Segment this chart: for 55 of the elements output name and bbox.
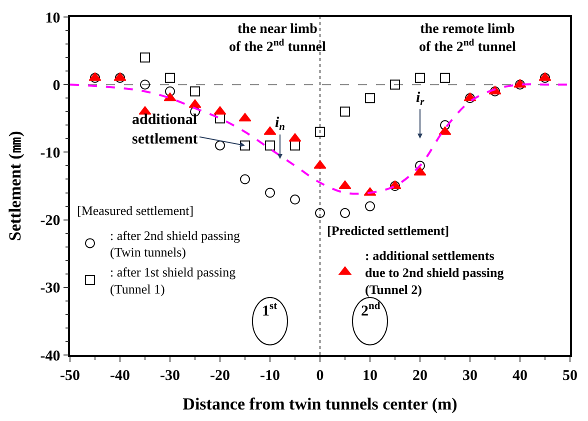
point: [215, 140, 225, 150]
x-tick-label: -30: [160, 368, 180, 384]
point: [365, 93, 375, 104]
annotation: the near limb of the 2$^{nd}$ tunnel: [229, 22, 326, 56]
point: [265, 140, 275, 150]
y-tick-label: -20: [40, 213, 60, 230]
point: [190, 86, 200, 96]
y-tick-label: 10: [45, 10, 60, 26]
annotation: 1$^{st}$: [262, 301, 278, 320]
annotation: i$_{r}$: [416, 90, 426, 108]
point: [415, 160, 425, 171]
point: [340, 208, 350, 218]
point: [240, 140, 250, 150]
point: [140, 80, 150, 90]
point: [440, 72, 450, 83]
annotation: [Predicted settlement]: [327, 223, 450, 238]
x-tick-label: -20: [210, 368, 230, 384]
x-tick-label: 0: [316, 368, 324, 384]
annotation: the remote limb of the 2$^{nd}$ tunnel: [419, 22, 516, 56]
point: [140, 52, 150, 63]
annotation: i$_{n}$: [275, 115, 286, 134]
annotation: additional settlement: [132, 112, 198, 148]
point: [165, 86, 175, 96]
y-tick-label: -30: [40, 280, 60, 297]
point: [290, 140, 300, 150]
point: [265, 188, 275, 198]
point: [365, 201, 375, 212]
point: [290, 194, 300, 205]
legend-label: : after 1st shield passing (Tunnel 1): [110, 264, 236, 297]
x-tick-label: 20: [412, 368, 428, 384]
point: [215, 113, 225, 124]
x-tick-label: -50: [60, 368, 80, 384]
y-axis-title: Settlement (㎜): [5, 131, 24, 241]
x-tick-label: -40: [110, 368, 130, 384]
x-tick-label: 40: [512, 368, 528, 384]
point: [165, 72, 175, 83]
point: [315, 208, 325, 218]
y-tick-label: 0: [52, 78, 60, 94]
legend-label: : additional settlements due to 2nd shield passing (Tunnel 2): [365, 248, 504, 297]
point: [240, 174, 250, 184]
point: [440, 120, 450, 130]
x-tick-label: -10: [260, 368, 280, 384]
point: [315, 126, 325, 137]
legend-label: : after 2nd shield passing (Twin tunnels): [110, 228, 240, 260]
annotation: 2$^{nd}$: [361, 301, 380, 320]
x-tick-label: 30: [462, 368, 478, 384]
y-tick-label: -40: [40, 348, 60, 364]
point: [415, 72, 425, 83]
y-tick-label: -10: [40, 145, 60, 162]
point: [390, 80, 400, 90]
point: [340, 106, 350, 117]
annotation: [Measured settlement]: [77, 203, 194, 218]
x-tick-label: 10: [362, 368, 378, 384]
x-tick-label: 50: [562, 368, 578, 384]
x-axis-title: Distance from twin tunnels center (m): [182, 394, 458, 414]
